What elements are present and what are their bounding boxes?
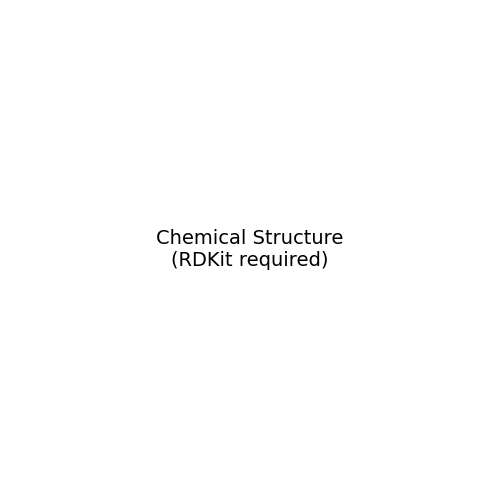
Text: Chemical Structure
(RDKit required): Chemical Structure (RDKit required)	[156, 230, 344, 270]
